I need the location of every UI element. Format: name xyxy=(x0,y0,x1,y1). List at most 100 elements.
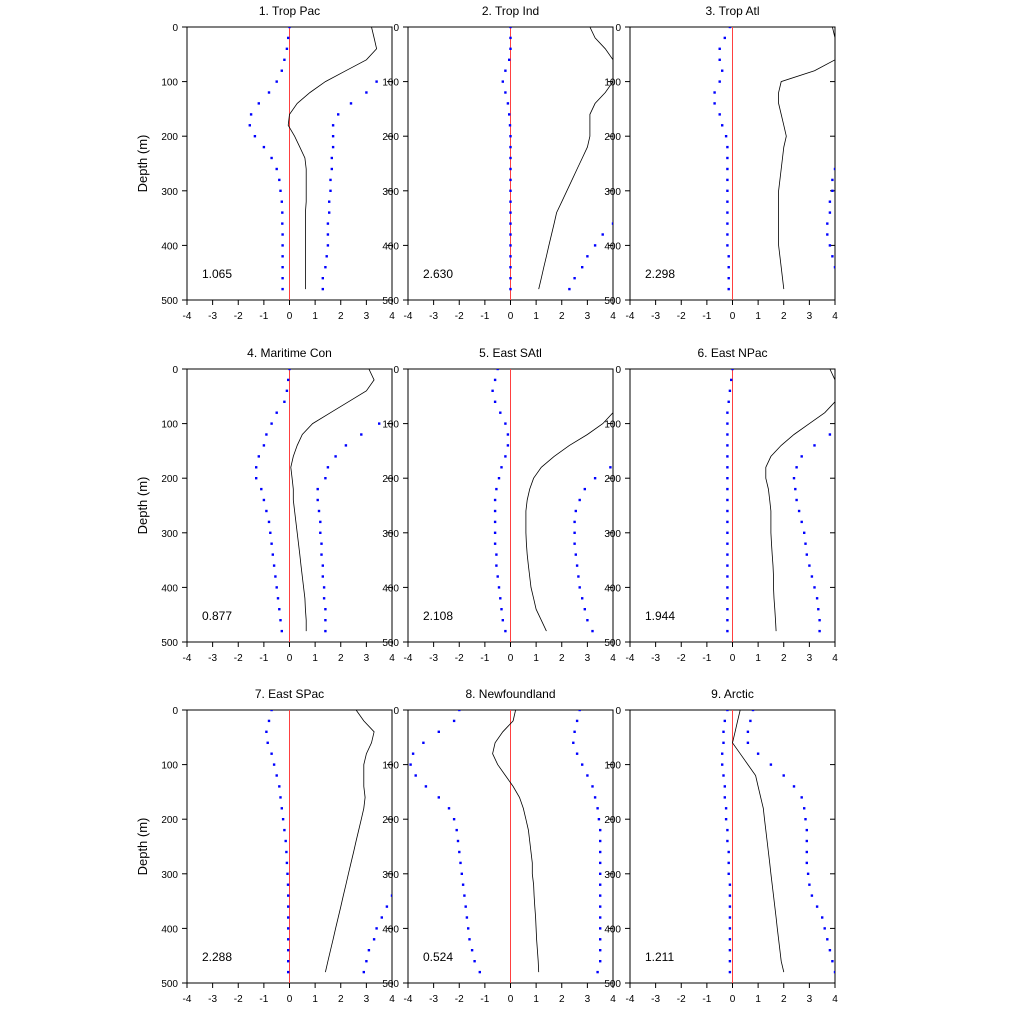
dot-right xyxy=(573,520,576,524)
dot-left xyxy=(726,244,729,247)
series-line xyxy=(538,27,613,290)
y-tick-label: 300 xyxy=(382,529,399,540)
dot-left xyxy=(508,124,512,127)
y-tick-label: 100 xyxy=(382,420,399,431)
dot-left xyxy=(509,233,512,236)
x-tick-label: 4 xyxy=(832,994,838,1005)
dot-left xyxy=(283,400,286,403)
x-tick-label: -2 xyxy=(234,994,243,1005)
x-tick-label: -1 xyxy=(480,994,489,1005)
dot-right xyxy=(575,719,579,723)
dot-left xyxy=(726,564,729,567)
dot-left xyxy=(281,244,284,247)
x-tick-label: 1 xyxy=(312,311,318,322)
dot-left xyxy=(271,553,274,556)
x-tick-label: -1 xyxy=(702,311,711,322)
dot-left xyxy=(506,433,510,436)
dot-left xyxy=(287,36,290,40)
dot-right xyxy=(581,763,584,766)
y-tick-label: 300 xyxy=(604,187,621,198)
y-tick-label: 500 xyxy=(382,638,399,649)
dot-left xyxy=(506,102,510,105)
dot-left xyxy=(493,498,497,502)
x-tick-label: 0 xyxy=(730,994,736,1005)
dot-left xyxy=(287,916,290,919)
dot-left xyxy=(460,872,463,875)
dot-right xyxy=(800,455,803,458)
dot-right xyxy=(572,741,575,744)
dot-right xyxy=(597,818,601,821)
dot-left xyxy=(424,785,428,788)
dot-left xyxy=(721,124,724,127)
dot-left xyxy=(281,277,284,280)
dot-left xyxy=(280,69,283,72)
dot-right xyxy=(586,255,589,258)
x-tick-label: -3 xyxy=(429,653,438,664)
dot-left xyxy=(728,938,732,941)
panel-title: 6. East NPac xyxy=(697,346,767,360)
dot-left xyxy=(724,807,728,810)
dot-left xyxy=(726,200,729,203)
y-tick-label: 300 xyxy=(382,187,399,198)
dot-left xyxy=(275,774,278,777)
dot-right xyxy=(365,960,368,963)
dot-left xyxy=(718,80,721,83)
dot-left xyxy=(497,477,501,480)
dot-left xyxy=(414,774,417,777)
x-tick-label: -4 xyxy=(404,994,413,1005)
dot-right xyxy=(330,156,333,160)
dot-left xyxy=(726,608,729,611)
dot-right xyxy=(800,796,803,799)
dot-right xyxy=(330,167,333,171)
dot-left xyxy=(726,575,729,578)
dot-right xyxy=(804,818,807,821)
x-tick-label: -1 xyxy=(702,653,711,664)
x-tick-label: 1 xyxy=(312,994,318,1005)
dot-right xyxy=(573,531,576,534)
dot-right xyxy=(821,916,824,919)
x-tick-label: 4 xyxy=(389,994,395,1005)
y-tick-label: 300 xyxy=(604,870,621,881)
dot-left xyxy=(496,575,499,578)
dot-left xyxy=(287,378,290,382)
x-tick-label: -3 xyxy=(208,653,217,664)
panel-title: 4. Maritime Con xyxy=(247,346,332,360)
panel-title: 2. Trop Ind xyxy=(482,4,539,18)
panel-6: 6. East NPac -4 -3 -2 -1 0 1 2 3 4 0 100 200 300 400 50… xyxy=(604,346,838,664)
x-tick-label: 3 xyxy=(364,994,370,1005)
y-tick-label: 400 xyxy=(161,924,178,935)
series-line xyxy=(290,369,375,632)
dot-left xyxy=(284,839,287,843)
y-tick-label: 100 xyxy=(161,420,178,431)
dot-right xyxy=(833,266,835,269)
dot-right xyxy=(575,564,579,567)
dot-left xyxy=(509,266,512,269)
dot-right xyxy=(804,542,807,545)
dot-left xyxy=(267,520,271,524)
dot-right xyxy=(375,927,378,930)
dot-right xyxy=(599,883,602,886)
dot-right xyxy=(810,575,814,578)
dot-right xyxy=(317,509,321,513)
dot-left xyxy=(727,872,730,875)
dot-right xyxy=(599,894,602,897)
dot-left xyxy=(281,818,285,821)
dot-left xyxy=(275,167,278,171)
dot-left xyxy=(726,156,729,160)
y-tick-label: 0 xyxy=(615,23,621,34)
y-tick-label: 200 xyxy=(161,474,178,485)
dot-right xyxy=(578,498,581,502)
x-tick-label: -1 xyxy=(259,994,268,1005)
y-tick-label: 400 xyxy=(382,241,399,252)
y-tick-label: 500 xyxy=(161,296,178,307)
data-area xyxy=(713,27,835,291)
dot-left xyxy=(287,905,290,908)
x-tick-label: 0 xyxy=(287,653,293,664)
dot-left xyxy=(726,619,729,622)
x-tick-label: 3 xyxy=(585,653,591,664)
dot-left xyxy=(495,564,498,567)
dot-left xyxy=(726,828,729,832)
dot-right xyxy=(331,145,335,149)
dot-right xyxy=(568,287,571,291)
x-tick-label: -4 xyxy=(404,653,413,664)
